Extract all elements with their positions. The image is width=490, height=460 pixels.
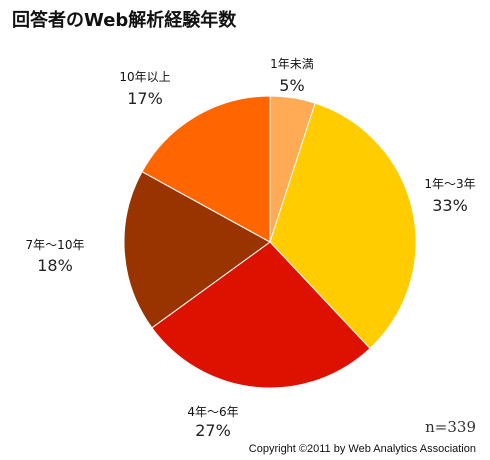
slice-labels: 1年未満 5% 1年〜3年 33% 4年〜6年 27% 7年〜10年 18% 10年以上 17% bbox=[26, 57, 476, 440]
chart-title: 回答者のWeb解析経験年数 bbox=[12, 9, 237, 31]
pie-slice-2 bbox=[269, 102, 417, 350]
pie-slice-5 bbox=[141, 95, 271, 243]
pie-slices bbox=[123, 95, 417, 389]
slice-percent-5: 17% bbox=[127, 89, 163, 108]
pie-slice-4 bbox=[123, 170, 271, 329]
slice-label-1: 1年未満 bbox=[270, 57, 314, 71]
slice-label-3: 4年〜6年 bbox=[187, 405, 238, 419]
copyright-notice: Copyright ©2011 by Web Analytics Associa… bbox=[249, 443, 476, 455]
slice-percent-3: 27% bbox=[195, 421, 231, 440]
slice-percent-4: 18% bbox=[37, 256, 73, 275]
sample-size: n=339 bbox=[425, 418, 476, 436]
slice-label-2: 1年〜3年 bbox=[424, 177, 475, 191]
slice-percent-1: 5% bbox=[279, 76, 304, 95]
slice-percent-2: 33% bbox=[432, 196, 468, 215]
slice-label-4: 7年〜10年 bbox=[26, 238, 85, 252]
pie-slice-3 bbox=[151, 241, 371, 389]
slice-label-5: 10年以上 bbox=[119, 70, 170, 84]
